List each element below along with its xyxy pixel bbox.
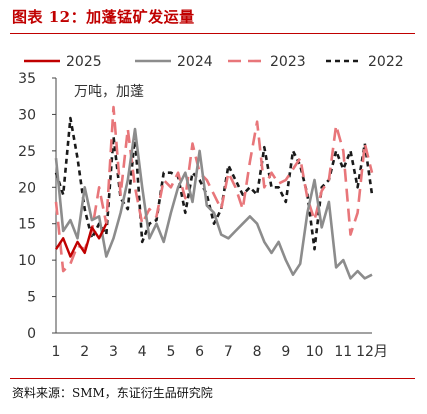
y-tick-label: 20	[18, 180, 36, 196]
y-tick-label: 0	[27, 326, 36, 342]
series-group	[54, 105, 374, 280]
axes: 0 5 10 15 20 25 30 35 1 2 3 4 5 6 7 8 9 10 11 12月	[18, 71, 388, 360]
y-tick-label: 35	[18, 71, 36, 87]
y-tick-label: 15	[18, 217, 36, 233]
y-tick-label: 10	[18, 253, 36, 269]
y-tick-label: 5	[27, 290, 36, 306]
x-tick-label: 12月	[356, 344, 388, 360]
chart-title: 图表 12：加蓬锰矿发运量	[12, 8, 195, 26]
legend: 2025 2024 2023 2022	[24, 54, 404, 70]
y-tick-label: 30	[18, 107, 36, 123]
series-line-2025	[54, 223, 108, 258]
legend-label-2024: 2024	[177, 54, 213, 70]
x-tick-label: 5	[166, 344, 175, 360]
series-line-2022	[54, 116, 374, 251]
x-tick-label: 7	[224, 344, 233, 360]
x-tick-label: 6	[195, 344, 204, 360]
x-tick-label: 11	[334, 344, 352, 360]
y-tick-label: 25	[18, 144, 36, 160]
x-tick-label: 8	[253, 344, 262, 360]
legend-label-2023: 2023	[270, 54, 306, 70]
x-tick-label: 9	[281, 344, 290, 360]
x-tick-label: 2	[80, 344, 89, 360]
series-line-2023	[54, 105, 374, 273]
x-tick-label: 10	[306, 344, 324, 360]
x-tick-label: 3	[109, 344, 118, 360]
x-tick-label: 1	[52, 344, 61, 360]
legend-label-2022: 2022	[368, 54, 404, 70]
legend-label-2025: 2025	[66, 54, 102, 70]
source-note: 资料来源：SMM，东证衍生品研究院	[12, 386, 213, 400]
unit-label: 万吨，加蓬	[74, 84, 144, 100]
title-underline	[10, 33, 415, 34]
series-line-2024	[54, 127, 373, 280]
x-tick-label: 4	[138, 344, 147, 360]
footer-rule	[10, 378, 415, 379]
